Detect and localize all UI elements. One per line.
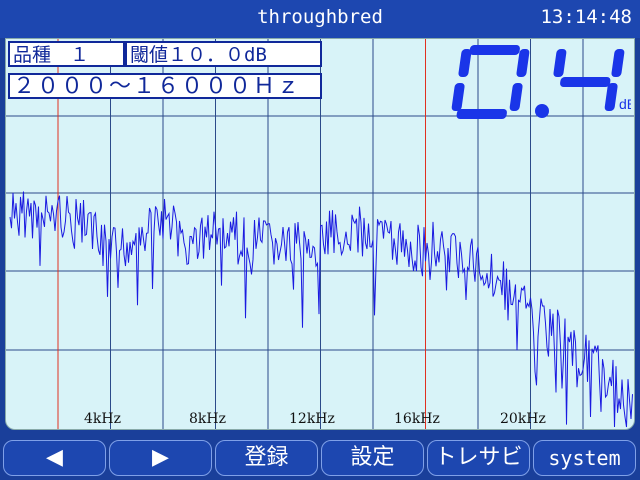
spectrum-chart — [6, 39, 634, 429]
level-value — [451, 45, 625, 119]
register-button[interactable]: 登録 — [215, 440, 318, 476]
x-tick-label: 16kHz — [394, 411, 440, 427]
bottom-toolbar: ◀ ▶ 登録 設定 トレサビ system — [0, 436, 640, 480]
title-bar: throughbred 13:14:48 — [0, 0, 640, 38]
spectrum-trace — [9, 191, 633, 428]
level-unit: dB — [619, 96, 631, 112]
window-title: throughbred — [257, 6, 383, 28]
x-tick-label: 4kHz — [84, 411, 121, 427]
x-tick-label: 12kHz — [289, 411, 335, 427]
product-label[interactable]: 品種 １ — [8, 41, 125, 67]
threshold-label[interactable]: 閾値１０．０dB — [125, 41, 322, 67]
next-button[interactable]: ▶ — [109, 440, 212, 476]
prev-button[interactable]: ◀ — [3, 440, 106, 476]
spectrum-panel: 品種 １ 閾値１０．０dB ２０００～１６０００Ｈｚ dB 4kHz 8kHz … — [5, 38, 635, 430]
x-tick-label: 20kHz — [500, 411, 546, 427]
frequency-range-label[interactable]: ２０００～１６０００Ｈｚ — [8, 73, 322, 99]
settings-button[interactable]: 設定 — [321, 440, 424, 476]
system-button[interactable]: system — [533, 440, 636, 476]
level-readout: dB — [451, 45, 631, 119]
clock: 13:14:48 — [540, 6, 632, 28]
x-tick-label: 8kHz — [189, 411, 226, 427]
traceability-button[interactable]: トレサビ — [427, 440, 530, 476]
